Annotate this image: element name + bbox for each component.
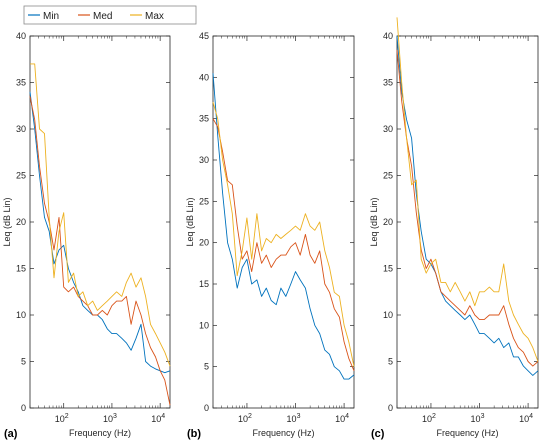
y-tick-label-a-15: 15 [16, 264, 26, 274]
y-tick-label-b-15: 15 [199, 279, 209, 289]
y-tick-label-b-40: 40 [199, 72, 209, 82]
series-line-c-max [396, 17, 539, 362]
legend-label-min: Min [43, 11, 59, 22]
x-axis-label-c: Frequency (Hz) [436, 428, 498, 438]
y-tick-label-c-15: 15 [383, 264, 393, 274]
y-tick-label-c-5: 5 [388, 357, 393, 367]
y-tick-label-a-10: 10 [16, 310, 26, 320]
y-tick-label-a-5: 5 [21, 357, 26, 367]
panel-label-b: (b) [187, 428, 201, 440]
x-axis-label-b: Frequency (Hz) [252, 428, 314, 438]
legend-label-max: Max [145, 11, 164, 22]
series-line-b-min [212, 73, 355, 380]
y-tick-label-b-10: 10 [199, 320, 209, 330]
panel-label-a: (a) [4, 428, 18, 440]
plot-area-c [396, 35, 539, 409]
y-axis-label-b: Leq (dB Lin) [185, 197, 195, 246]
y-tick-label-c-20: 20 [383, 217, 393, 227]
y-tick-label-a-35: 35 [16, 78, 26, 88]
y-tick-label-b-0: 0 [204, 403, 209, 413]
series-line-b-med [212, 118, 355, 371]
y-tick-label-b-25: 25 [199, 196, 209, 206]
x-tick-label-a-10000: 104 [151, 413, 165, 424]
y-tick-label-b-5: 5 [204, 362, 209, 372]
series-line-a-med [29, 96, 171, 406]
y-tick-label-c-40: 40 [383, 31, 393, 41]
plot-area-b [212, 35, 355, 409]
chart-panel-c: 0 5 10 15 20 25 30 35 40 102 103 104 Frequency (Hz) L… [369, 17, 539, 440]
x-tick-label-a-100: 102 [55, 413, 69, 424]
y-tick-label-c-25: 25 [383, 171, 393, 181]
x-tick-label-c-1000: 103 [471, 413, 485, 424]
y-tick-label-c-0: 0 [388, 403, 393, 413]
y-tick-label-a-40: 40 [16, 31, 26, 41]
chart-panel-a: 0 5 10 15 20 25 30 35 40 102 103 104 Frequency (Hz) L… [2, 31, 171, 440]
legend-label-med: Med [93, 11, 112, 22]
y-axis-label-a: Leq (dB Lin) [2, 197, 12, 246]
legend-box [23, 5, 197, 25]
chart-panel-b: 0 5 10 15 20 25 30 35 40 45 102 103 104 Frequency (Hz… [185, 31, 355, 440]
y-tick-label-a-0: 0 [21, 403, 26, 413]
y-tick-label-a-30: 30 [16, 124, 26, 134]
series-line-c-min [396, 35, 539, 376]
y-tick-label-a-20: 20 [16, 217, 26, 227]
x-tick-label-c-100: 102 [422, 413, 436, 424]
y-tick-label-c-10: 10 [383, 310, 393, 320]
series-line-b-max [212, 101, 355, 367]
series-line-a-max [30, 63, 171, 367]
y-tick-label-c-30: 30 [383, 124, 393, 134]
plot-area-a [29, 35, 171, 409]
x-axis-label-a: Frequency (Hz) [69, 428, 131, 438]
y-tick-label-a-25: 25 [16, 171, 26, 181]
x-tick-label-b-100: 102 [238, 413, 252, 424]
x-tick-label-b-1000: 103 [287, 413, 301, 424]
y-tick-label-b-35: 35 [199, 114, 209, 124]
y-tick-label-c-35: 35 [383, 78, 393, 88]
x-tick-label-a-1000: 103 [103, 413, 117, 424]
y-tick-label-b-45: 45 [199, 31, 209, 41]
x-tick-label-b-10000: 104 [335, 413, 349, 424]
chart-panels: 0 5 10 15 20 25 30 35 40 102 103 104 Frequency (Hz) L… [2, 17, 539, 440]
panel-label-c: (c) [371, 428, 385, 440]
series-line-a-min [29, 91, 171, 374]
x-tick-label-c-10000: 104 [519, 413, 533, 424]
y-tick-label-b-20: 20 [199, 238, 209, 248]
y-axis-label-c: Leq (dB Lin) [369, 197, 379, 246]
y-tick-label-b-30: 30 [199, 155, 209, 165]
legend: Min Med Max [23, 5, 197, 25]
